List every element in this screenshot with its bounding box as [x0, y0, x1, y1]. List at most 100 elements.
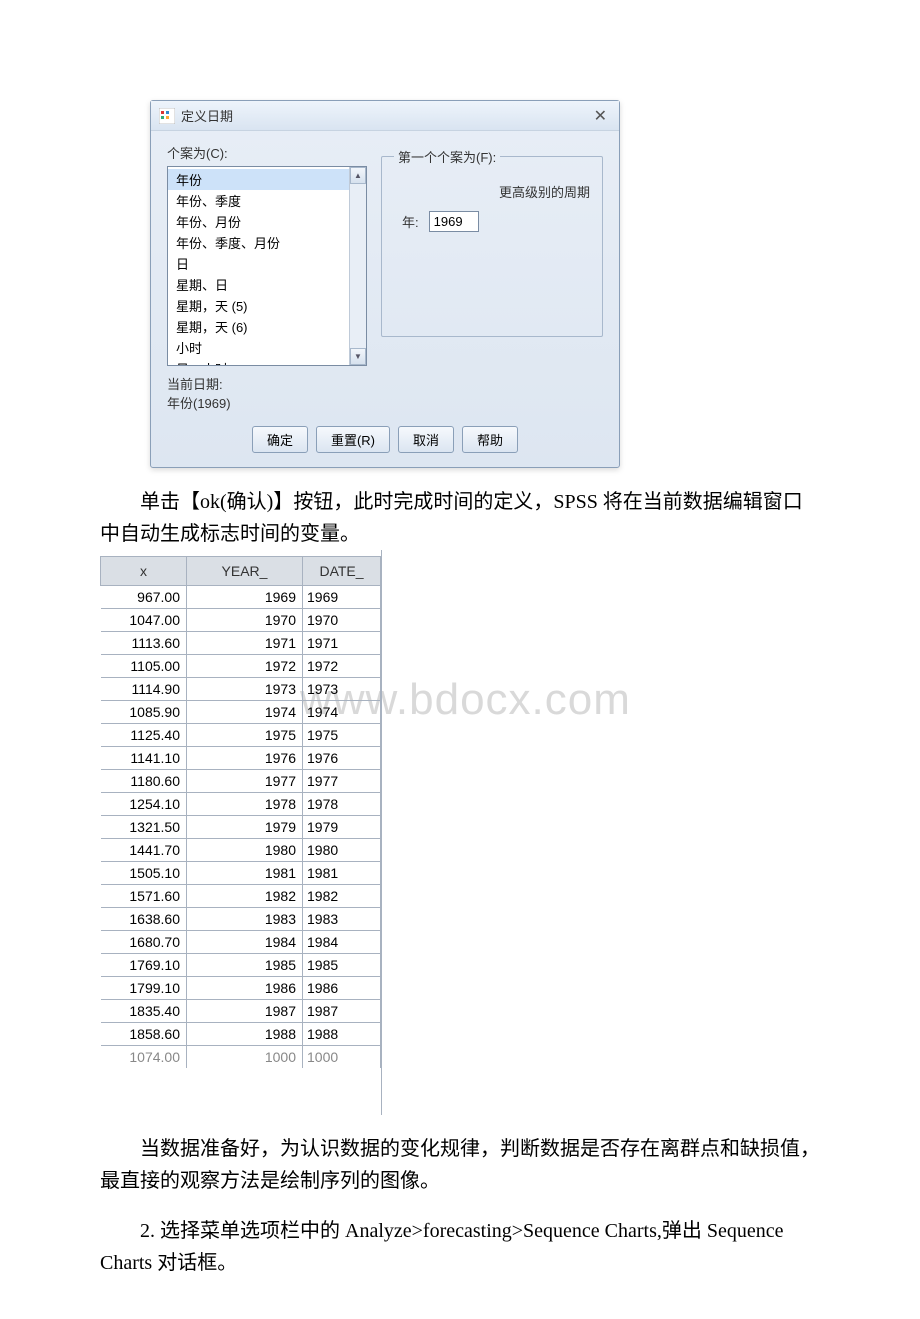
cell-date: 1987: [303, 1000, 381, 1023]
cell-year: 1986: [187, 977, 303, 1000]
cell-year: 1985: [187, 954, 303, 977]
table-header-row: x YEAR_ DATE_: [101, 557, 381, 586]
cell-year: 1000: [187, 1046, 303, 1069]
cases-listbox[interactable]: 年份年份、季度年份、月份年份、季度、月份日星期、日星期，天 (5)星期，天 (6…: [167, 166, 367, 366]
cell-year: 1979: [187, 816, 303, 839]
list-item[interactable]: 年份、季度: [168, 190, 349, 211]
current-date-value: 年份(1969): [167, 393, 603, 412]
list-item[interactable]: 日、小时: [168, 358, 349, 366]
cell-x: 1858.60: [101, 1023, 187, 1046]
cell-date: 1980: [303, 839, 381, 862]
table-row: 1769.1019851985: [101, 954, 381, 977]
higher-period-label: 更高级别的周期: [394, 182, 590, 201]
table-row: 1125.4019751975: [101, 724, 381, 747]
cell-x: 1835.40: [101, 1000, 187, 1023]
cell-x: 1799.10: [101, 977, 187, 1000]
cell-x: 1254.10: [101, 793, 187, 816]
table-row: 1180.6019771977: [101, 770, 381, 793]
col-header-x: x: [101, 557, 187, 586]
cases-label: 个案为(C):: [167, 143, 367, 162]
cell-year: 1980: [187, 839, 303, 862]
cell-year: 1972: [187, 655, 303, 678]
list-item[interactable]: 年份、月份: [168, 211, 349, 232]
table-row: 1835.4019871987: [101, 1000, 381, 1023]
cell-year: 1978: [187, 793, 303, 816]
cell-date: 1973: [303, 678, 381, 701]
cell-year: 1983: [187, 908, 303, 931]
dialog-title: 定义日期: [181, 106, 590, 125]
cell-year: 1971: [187, 632, 303, 655]
cell-year: 1982: [187, 885, 303, 908]
first-case-legend: 第一个个案为(F):: [394, 147, 500, 166]
cell-year: 1984: [187, 931, 303, 954]
cell-x: 1505.10: [101, 862, 187, 885]
paragraph-1: 单击【ok(确认)】按钮，此时完成时间的定义，SPSS 将在当前数据编辑窗口中自…: [100, 486, 820, 550]
scroll-up-icon[interactable]: ▲: [350, 167, 366, 184]
table-row: 1505.1019811981: [101, 862, 381, 885]
scroll-down-icon[interactable]: ▼: [350, 348, 366, 365]
cell-x: 1125.40: [101, 724, 187, 747]
cell-date: 1982: [303, 885, 381, 908]
cell-date: 1000: [303, 1046, 381, 1069]
cell-date: 1975: [303, 724, 381, 747]
cell-x: 1571.60: [101, 885, 187, 908]
cell-x: 1769.10: [101, 954, 187, 977]
cell-x: 1105.00: [101, 655, 187, 678]
list-item[interactable]: 星期、日: [168, 274, 349, 295]
cell-date: 1970: [303, 609, 381, 632]
cell-x: 1085.90: [101, 701, 187, 724]
cell-year: 1970: [187, 609, 303, 632]
data-table: x YEAR_ DATE_ 967.00196919691047.0019701…: [100, 556, 381, 1068]
current-date-label: 当前日期:: [167, 374, 603, 393]
reset-button[interactable]: 重置(R): [316, 426, 390, 453]
cell-x: 1441.70: [101, 839, 187, 862]
table-row: 1085.9019741974: [101, 701, 381, 724]
table-row: 1141.1019761976: [101, 747, 381, 770]
close-icon[interactable]: ✕: [590, 106, 611, 126]
cell-date: 1969: [303, 586, 381, 609]
cell-date: 1979: [303, 816, 381, 839]
ok-button[interactable]: 确定: [252, 426, 308, 453]
list-item[interactable]: 星期，天 (6): [168, 316, 349, 337]
listbox-scrollbar[interactable]: ▲ ▼: [349, 167, 366, 365]
cell-x: 1074.00: [101, 1046, 187, 1069]
cell-date: 1981: [303, 862, 381, 885]
cell-date: 1986: [303, 977, 381, 1000]
cell-year: 1973: [187, 678, 303, 701]
first-case-fieldset: 第一个个案为(F): 更高级别的周期 年:: [381, 147, 603, 337]
dialog-titlebar: 定义日期 ✕: [151, 101, 619, 131]
help-button[interactable]: 帮助: [462, 426, 518, 453]
cell-year: 1975: [187, 724, 303, 747]
cell-date: 1978: [303, 793, 381, 816]
plot-icon: [159, 108, 175, 124]
cell-year: 1976: [187, 747, 303, 770]
cell-year: 1981: [187, 862, 303, 885]
cell-date: 1971: [303, 632, 381, 655]
cell-year: 1988: [187, 1023, 303, 1046]
paragraph-3: 2. 选择菜单选项栏中的 Analyze>forecasting>Sequenc…: [100, 1215, 820, 1279]
paragraph-2: 当数据准备好，为认识数据的变化规律，判断数据是否存在离群点和缺损值，最直接的观察…: [100, 1133, 820, 1197]
col-header-year: YEAR_: [187, 557, 303, 586]
cancel-button[interactable]: 取消: [398, 426, 454, 453]
table-row: 1321.5019791979: [101, 816, 381, 839]
table-row: 1074.0010001000: [101, 1046, 381, 1069]
list-item[interactable]: 年份、季度、月份: [168, 232, 349, 253]
cell-year: 1974: [187, 701, 303, 724]
define-date-dialog: 定义日期 ✕ 个案为(C): 年份年份、季度年份、月份年份、季度、月份日星期、日…: [150, 100, 620, 468]
cell-date: 1985: [303, 954, 381, 977]
cell-date: 1984: [303, 931, 381, 954]
cell-x: 1047.00: [101, 609, 187, 632]
list-item[interactable]: 小时: [168, 337, 349, 358]
list-item[interactable]: 星期，天 (5): [168, 295, 349, 316]
table-row: 1105.0019721972: [101, 655, 381, 678]
list-item[interactable]: 年份: [168, 169, 349, 190]
cell-x: 1321.50: [101, 816, 187, 839]
cell-x: 1638.60: [101, 908, 187, 931]
table-row: 1441.7019801980: [101, 839, 381, 862]
list-item[interactable]: 日: [168, 253, 349, 274]
cell-date: 1983: [303, 908, 381, 931]
cell-date: 1988: [303, 1023, 381, 1046]
year-input[interactable]: [429, 211, 479, 232]
table-row: 1799.1019861986: [101, 977, 381, 1000]
cell-x: 1180.60: [101, 770, 187, 793]
